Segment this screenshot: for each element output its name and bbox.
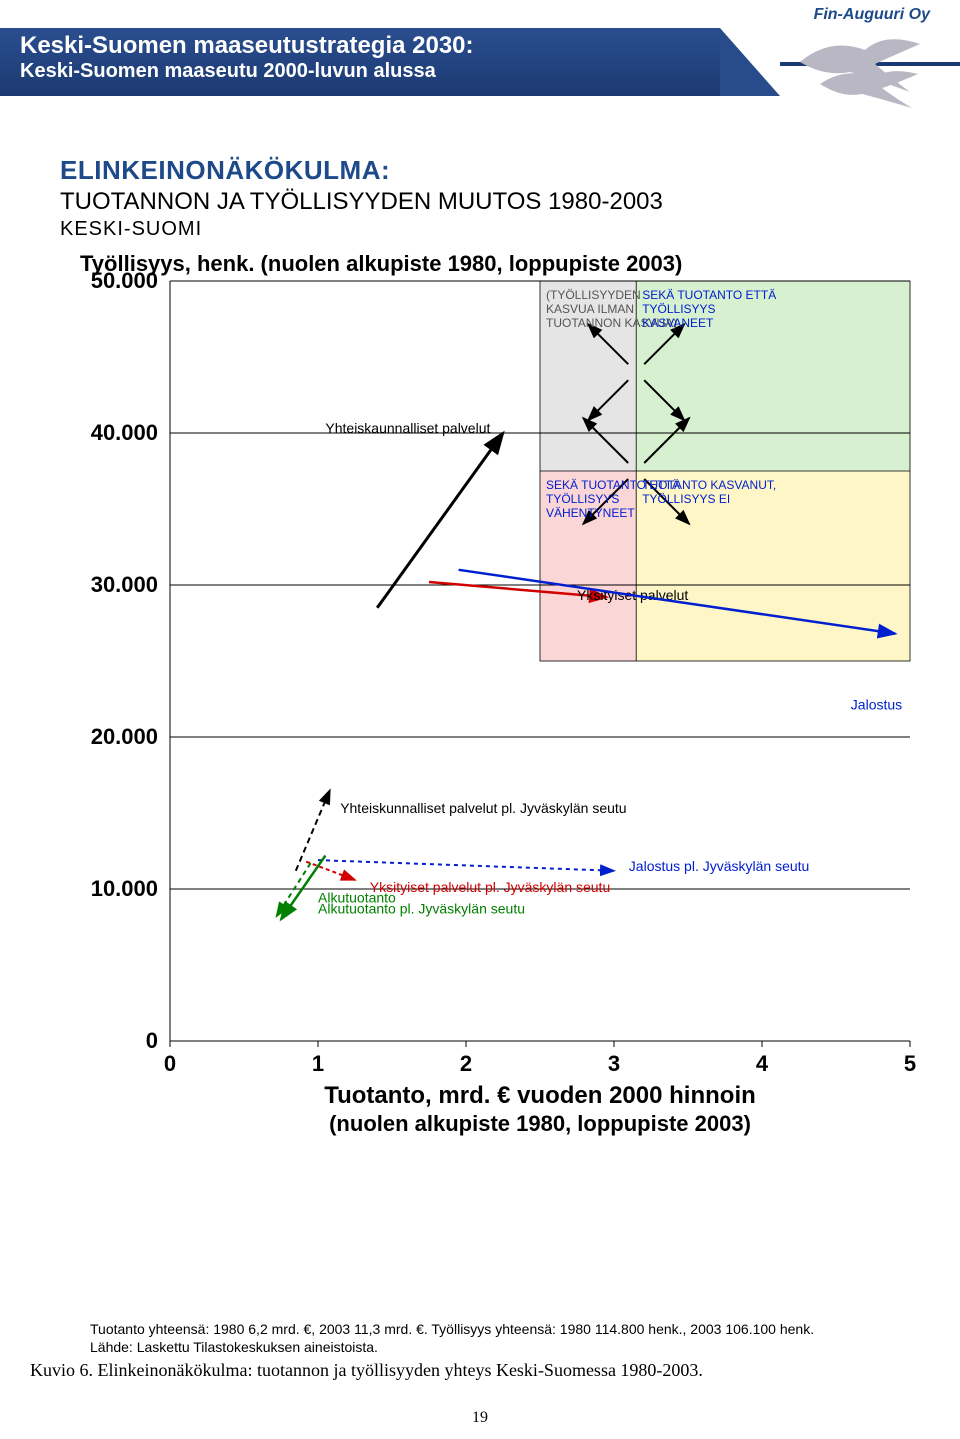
svg-text:3: 3 (608, 1051, 620, 1076)
svg-text:4: 4 (756, 1051, 769, 1076)
content: ELINKEINONÄKÖKULMA: TUOTANNON JA TYÖLLIS… (60, 155, 920, 1171)
svg-text:40.000: 40.000 (91, 420, 158, 445)
svg-text:(nuolen alkupiste 1980, loppup: (nuolen alkupiste 1980, loppupiste 2003) (329, 1111, 751, 1136)
svg-text:0: 0 (146, 1028, 158, 1053)
svg-text:2: 2 (460, 1051, 472, 1076)
svg-text:0: 0 (164, 1051, 176, 1076)
section-title: ELINKEINONÄKÖKULMA: (60, 155, 920, 186)
footnote-line2: Lähde: Laskettu Tilastokeskuksen aineist… (90, 1338, 920, 1356)
svg-text:Tuotanto, mrd. € vuoden 2000 h: Tuotanto, mrd. € vuoden 2000 hinnoin (324, 1082, 756, 1109)
chart-svg: (TYÖLLISYYDENKASVUA ILMANTUOTANNON KASVU… (60, 251, 920, 1171)
banner-triangle (720, 28, 780, 96)
banner: Keski-Suomen maaseutustrategia 2030: Kes… (0, 28, 960, 96)
svg-text:Jalostus pl. Jyväskylän seutu: Jalostus pl. Jyväskylän seutu (629, 858, 810, 874)
svg-text:10.000: 10.000 (91, 876, 158, 901)
svg-text:Jalostus: Jalostus (851, 697, 902, 713)
svg-text:30.000: 30.000 (91, 572, 158, 597)
svg-text:Yhteiskunnalliset palvelut pl.: Yhteiskunnalliset palvelut pl. Jyväskylä… (340, 800, 626, 816)
footnote: Tuotanto yhteensä: 1980 6,2 mrd. €, 2003… (90, 1320, 920, 1356)
svg-text:Yksityiset palvelut pl. Jyväsk: Yksityiset palvelut pl. Jyväskylän seutu (370, 879, 610, 895)
chart: Työllisyys, henk. (nuolen alkupiste 1980… (60, 251, 920, 1171)
banner-sub: Keski-Suomen maaseutu 2000-luvun alussa (0, 60, 720, 83)
svg-text:5: 5 (904, 1051, 916, 1076)
page-number: 19 (0, 1409, 960, 1427)
svg-text:1: 1 (312, 1051, 324, 1076)
svg-text:Yhteiskaunnalliset palvelut: Yhteiskaunnalliset palvelut (325, 420, 490, 436)
figure-caption: Kuvio 6. Elinkeinonäkökulma: tuotannon j… (30, 1360, 920, 1381)
svg-text:20.000: 20.000 (91, 724, 158, 749)
bird-icon (790, 22, 940, 112)
svg-text:50.000: 50.000 (91, 268, 158, 293)
banner-title: Keski-Suomen maaseutustrategia 2030: (0, 28, 720, 60)
footnote-line1: Tuotanto yhteensä: 1980 6,2 mrd. €, 2003… (90, 1320, 920, 1338)
section-subtitle: TUOTANNON JA TYÖLLISYYDEN MUUTOS 1980-20… (60, 188, 920, 216)
section-region: KESKI-SUOMI (60, 218, 920, 241)
svg-text:Alkutuotanto pl. Jyväskylän se: Alkutuotanto pl. Jyväskylän seutu (318, 900, 525, 916)
banner-bg: Keski-Suomen maaseutustrategia 2030: Kes… (0, 28, 720, 96)
page: Fin-Auguuri Oy Keski-Suomen maaseutustra… (0, 0, 960, 1439)
